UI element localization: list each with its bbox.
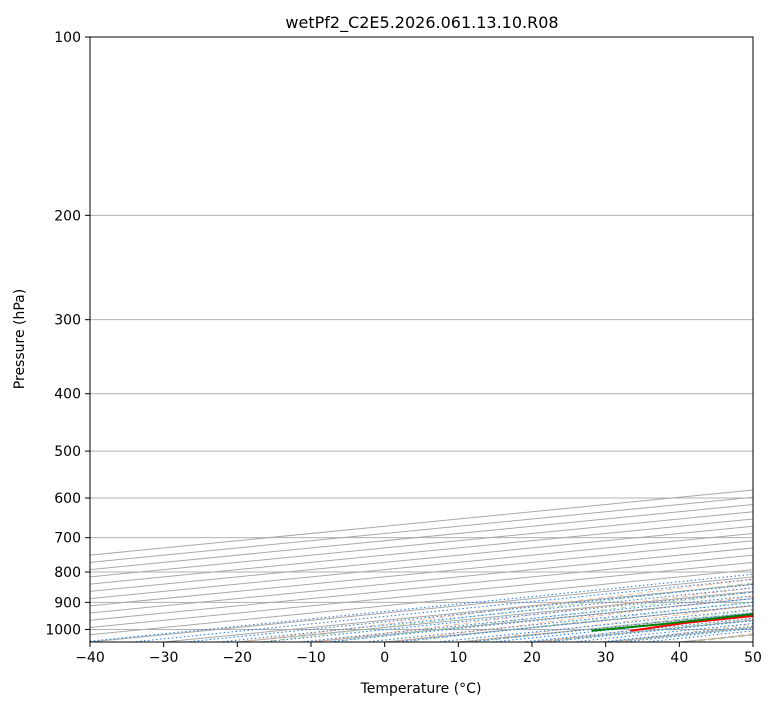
x-tick-label: 20 [523, 650, 541, 666]
y-tick-label: 1000 [45, 622, 81, 638]
x-axis-label: Temperature (°C) [360, 681, 482, 697]
x-tick-label: −40 [75, 650, 105, 666]
x-tick-label: 0 [380, 650, 389, 666]
chart-title: wetPf2_C2E5.2026.061.13.10.R08 [285, 13, 558, 33]
axes: −40 −30 −20 −10 0 10 20 30 40 50 1000 900 800 700 600 5… [45, 30, 762, 666]
y-tick-label: 600 [54, 491, 81, 507]
x-tick-label: 10 [449, 650, 467, 666]
y-tick-label: 500 [54, 444, 81, 460]
y-tick-label: 700 [54, 531, 81, 547]
y-axis-label: Pressure (hPa) [12, 289, 28, 389]
x-tick-label: −30 [149, 650, 179, 666]
y-tick-label: 200 [54, 208, 81, 224]
x-tick-label: −10 [296, 650, 326, 666]
y-tick-label: 900 [54, 595, 81, 611]
y-tick-label: 800 [54, 565, 81, 581]
x-tick-label: 50 [744, 650, 762, 666]
x-tick-label: 30 [597, 650, 615, 666]
y-tick-label: 400 [54, 387, 81, 403]
x-tick-label: −20 [223, 650, 253, 666]
x-tick-label: 40 [670, 650, 688, 666]
y-tick-label: 300 [54, 313, 81, 329]
y-tick-label: 100 [54, 30, 81, 46]
plot-frame [89, 36, 754, 643]
